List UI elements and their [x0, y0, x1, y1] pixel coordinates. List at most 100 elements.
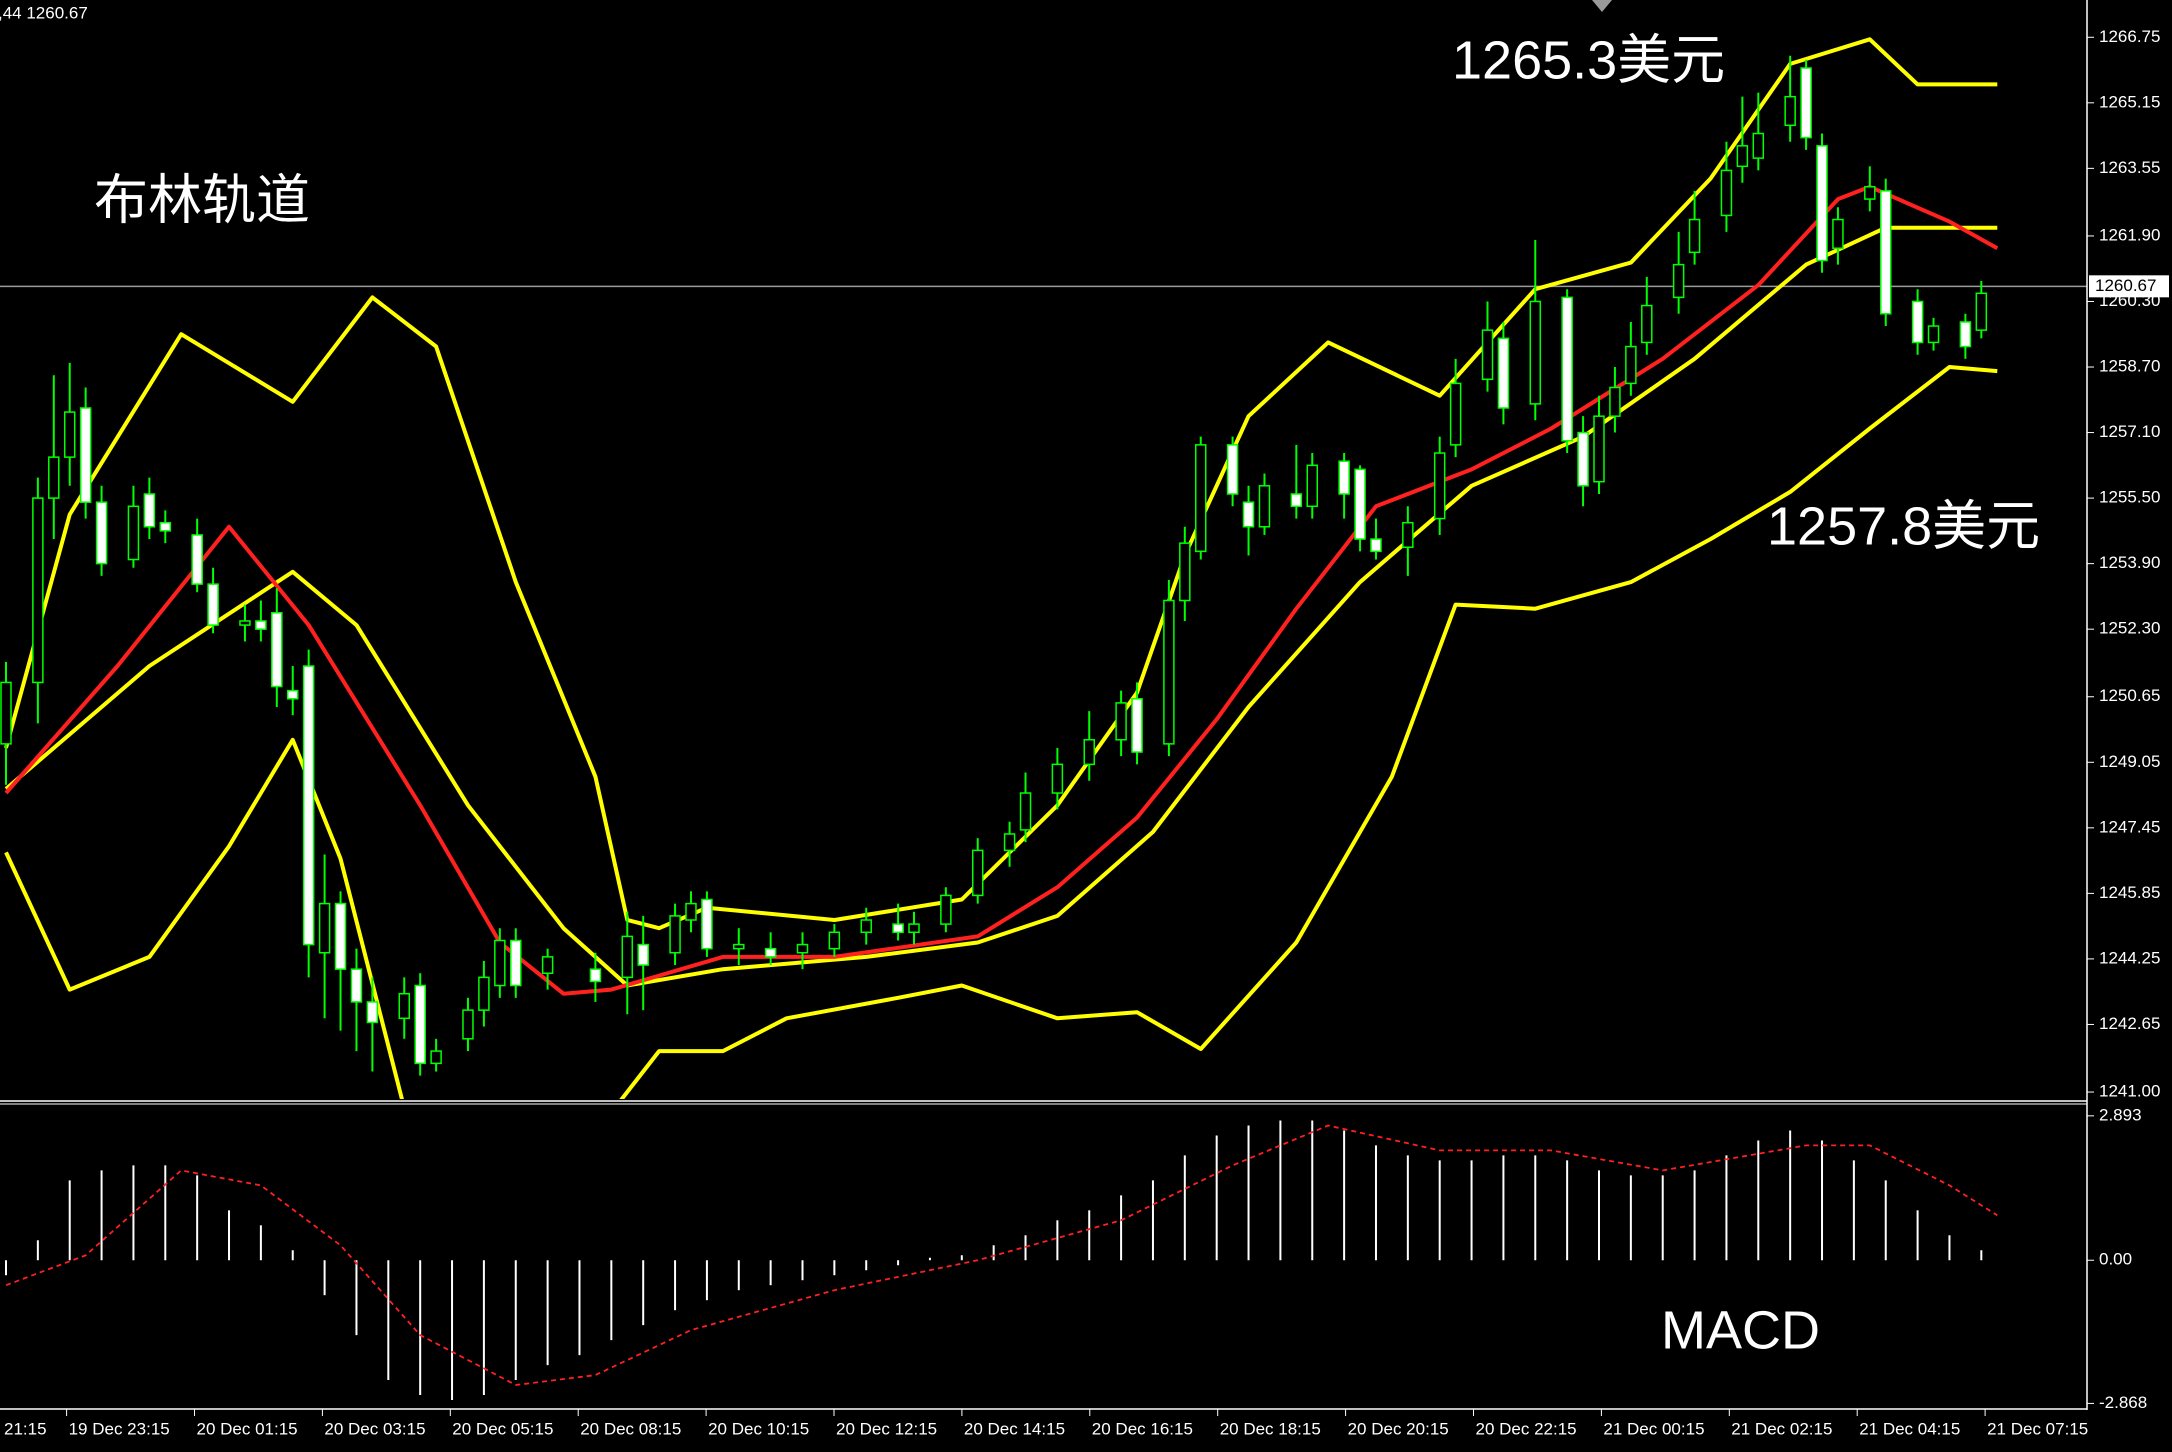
candle-body — [1911, 300, 1924, 344]
candle-body — [1720, 169, 1733, 217]
candle-body — [1242, 501, 1255, 528]
y-tick-label: 1249.05 — [2099, 752, 2160, 771]
header: ,44 1260.67 — [0, 3, 88, 22]
candle-body — [1800, 67, 1812, 139]
candle-body — [207, 583, 219, 626]
candle-body — [1816, 145, 1828, 262]
current-price-label: 1260.67 — [2095, 276, 2156, 295]
x-tick-label: 19 Dec 23:15 — [69, 1419, 170, 1438]
candle-body — [860, 919, 872, 934]
x-tick-label: 20 Dec 20:15 — [1348, 1419, 1449, 1438]
candle-body — [1338, 460, 1350, 495]
candle-body — [908, 923, 920, 934]
y-tick-label: 1241.00 — [2099, 1082, 2160, 1101]
candle-body — [764, 947, 777, 958]
candle-body — [1019, 792, 1032, 831]
candle-body — [510, 939, 522, 987]
candle-body — [0, 681, 12, 745]
y-tick-label: 1247.45 — [2099, 817, 2160, 836]
candle-body — [1433, 452, 1446, 520]
candle-body — [1593, 415, 1605, 483]
y-tick-label: 1266.75 — [2099, 27, 2160, 46]
candle-body — [255, 620, 267, 630]
signal-line — [5, 1124, 1998, 1386]
candle-body — [1736, 145, 1749, 168]
candle-body — [494, 939, 506, 987]
x-tick-label: 20 Dec 12:15 — [836, 1419, 937, 1438]
candle-body — [1290, 493, 1303, 508]
candle-body — [1529, 300, 1542, 405]
candle-body — [143, 493, 156, 528]
candle-body — [621, 935, 634, 979]
candle-body — [1752, 132, 1765, 159]
candle-body — [796, 943, 809, 954]
candle-body — [1258, 485, 1271, 528]
candle-body — [1784, 95, 1796, 127]
x-tick-label: 20 Dec 16:15 — [1092, 1419, 1193, 1438]
y-tick-label: 1263.55 — [2099, 158, 2160, 177]
y-tick-label: 1258.70 — [2099, 357, 2160, 376]
candle-body — [971, 849, 984, 897]
candle-body — [701, 898, 713, 950]
candle-body — [48, 456, 60, 499]
candle-body — [318, 902, 331, 954]
x-tick-label: 21 Dec 00:15 — [1603, 1419, 1704, 1438]
candle-body — [1402, 521, 1414, 548]
indicator-line — [4, 365, 1998, 1099]
candle-body — [1003, 833, 1016, 852]
candle-body — [1083, 739, 1095, 766]
candle-body — [1115, 702, 1127, 741]
x-tick-label: 21 Dec 04:15 — [1859, 1419, 1960, 1438]
candle-body — [1959, 321, 1972, 348]
price-panel — [0, 37, 2087, 1099]
candle-body — [1975, 292, 1988, 331]
candle-body — [1481, 329, 1494, 381]
candle-body — [1864, 186, 1876, 200]
candle-body — [414, 984, 426, 1065]
labels-layer: ,44 1260.67 布林轨道 1265.3美元 1257.8美元 MACD … — [0, 3, 2169, 1438]
candle-body — [1561, 296, 1573, 442]
candle-body — [1609, 386, 1621, 417]
candle-body — [430, 1050, 442, 1065]
y-tick-label: 1245.85 — [2099, 883, 2160, 902]
x-tick-label: 20 Dec 22:15 — [1476, 1419, 1577, 1438]
candle-body — [541, 956, 554, 974]
marker — [1592, 0, 1612, 12]
x-tick-label: 21 Dec 02:15 — [1731, 1419, 1832, 1438]
candle-body — [1577, 431, 1589, 487]
candle-body — [302, 665, 315, 946]
macd-panel — [5, 1120, 1998, 1401]
candle-body — [95, 501, 108, 565]
candle-body — [271, 612, 283, 688]
candle-body — [1226, 444, 1239, 495]
candle-body — [669, 915, 681, 954]
y-tick-label: 1255.50 — [2099, 488, 2160, 507]
candle-body — [1625, 345, 1637, 385]
candle-body — [350, 968, 363, 1003]
x-tick-label: 20 Dec 05:15 — [452, 1419, 553, 1438]
annotation: 1257.8美元 — [1767, 496, 2040, 556]
candle-body — [79, 407, 92, 503]
candle-body — [1832, 218, 1844, 249]
y-tick-label: 1250.65 — [2099, 686, 2160, 705]
annotation: 1265.3美元 — [1452, 30, 1725, 90]
indicator-line — [4, 184, 1999, 996]
candle-body — [1688, 218, 1701, 254]
candle-body — [127, 505, 140, 561]
candle-body — [1306, 464, 1319, 508]
candle-body — [589, 968, 602, 983]
candle-body — [334, 902, 347, 970]
y-tick-label: 0.00 — [2099, 1250, 2132, 1269]
y-tick-label: 1265.15 — [2099, 92, 2160, 111]
annotation: 布林轨道 — [94, 170, 310, 230]
candle-body — [398, 992, 410, 1020]
candle-body — [462, 1009, 474, 1040]
candle-body — [366, 1001, 379, 1024]
current-price-box — [2089, 275, 2169, 298]
indicator-line — [4, 225, 1998, 988]
y-tick-label: 1252.30 — [2099, 619, 2160, 638]
candle-body — [1131, 698, 1143, 753]
candle-body — [1163, 599, 1175, 745]
candle-body — [1672, 263, 1685, 299]
